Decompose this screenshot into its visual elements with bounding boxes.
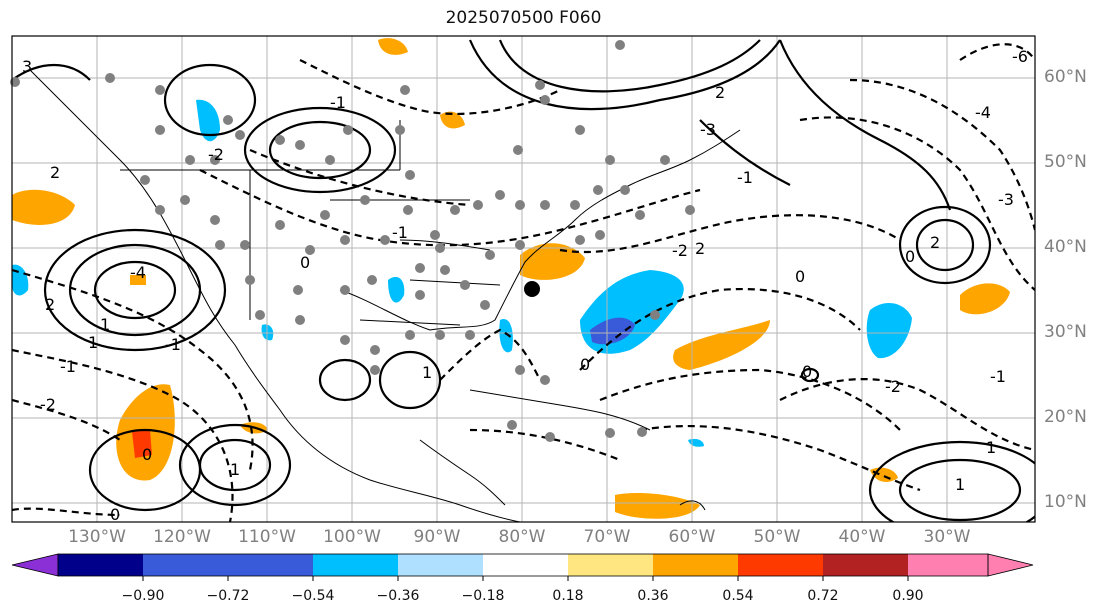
colorbar-segment — [228, 554, 313, 576]
contour-label: 0 — [905, 247, 915, 266]
contour-label: 0 — [110, 505, 120, 524]
colorbar-segment — [313, 554, 398, 576]
colorbar-outline — [57, 553, 989, 577]
contour-label: 1 — [986, 438, 996, 457]
contour-label: 1 — [422, 363, 432, 382]
lat-label: 40°N — [1044, 237, 1087, 257]
contour-label: -1 — [990, 367, 1006, 386]
lon-label: 130°W — [68, 527, 126, 547]
contour-label: -2 — [40, 395, 56, 414]
contour-label: -1 — [737, 168, 753, 187]
contour-label: -3 — [700, 120, 716, 139]
contour-label: 2 — [695, 239, 705, 258]
lat-label: 30°N — [1044, 322, 1087, 342]
contour-label: 3 — [22, 57, 32, 76]
lon-label: 50°W — [753, 527, 801, 547]
contour-label: 2 — [930, 233, 940, 252]
contour-label: 1 — [230, 460, 240, 479]
colorbar-extend-min — [11, 553, 59, 577]
contour-labels: 3 2 -1 -2 0 1 0 2 1 -1 -4 0 -1 -2 1 -1 1… — [22, 47, 1028, 524]
colorbar-segment — [823, 554, 908, 576]
contour-label: -2 — [672, 241, 688, 260]
contour-label: 0 — [300, 253, 310, 272]
lon-label: 80°W — [498, 527, 546, 547]
contour-label: -3 — [998, 190, 1014, 209]
contour-label: -1 — [330, 93, 346, 112]
contour-label: -2 — [208, 145, 224, 164]
colorbar — [11, 553, 1034, 581]
colorbar-tick-label: −0.72 — [206, 588, 250, 604]
contour-label: 0 — [795, 267, 805, 286]
colorbar-tick-label: −0.90 — [121, 588, 165, 604]
positive-contours — [12, 39, 1035, 522]
lat-label: 60°N — [1044, 67, 1087, 87]
contour-label: 1 — [100, 315, 110, 334]
lon-label: 60°W — [668, 527, 716, 547]
lat-label: 20°N — [1044, 407, 1087, 427]
contour-label: -1 — [165, 335, 181, 354]
map-frame — [11, 35, 1036, 523]
colorbar-segment — [738, 554, 823, 576]
colorbar-tick-label: 0.72 — [807, 588, 839, 604]
colorbar-segment — [908, 554, 988, 576]
colorbar-segment — [58, 554, 143, 576]
contour-label: -6 — [1012, 47, 1028, 66]
lon-label: 30°W — [923, 527, 971, 547]
contour-label: -4 — [975, 103, 991, 122]
contour-label: -4 — [130, 263, 146, 282]
lon-label: 100°W — [323, 527, 381, 547]
lat-label: 50°N — [1044, 152, 1087, 172]
lon-label: 110°W — [238, 527, 296, 547]
colorbar-segment — [143, 554, 228, 576]
colorbar-segment — [483, 554, 568, 576]
contour-label: 1 — [88, 333, 98, 352]
colorbar-tick-label: 0.36 — [637, 588, 669, 604]
lon-label: 120°W — [153, 527, 211, 547]
contour-label: 0 — [802, 362, 812, 381]
contour-label: 0 — [580, 355, 590, 374]
contour-label: 2 — [715, 83, 725, 102]
storm-center-marker — [524, 281, 540, 297]
colorbar-extend-max — [987, 553, 1034, 577]
contour-label: 0 — [142, 445, 152, 464]
lon-label: 70°W — [583, 527, 631, 547]
colorbar-segment — [568, 554, 653, 576]
colorbar-tick-label: 0.54 — [722, 588, 754, 604]
contour-label: 1 — [955, 475, 965, 494]
negative-contours — [12, 43, 1035, 522]
lon-label: 40°W — [838, 527, 886, 547]
lon-label: 90°W — [413, 527, 461, 547]
colorbar-segment — [653, 554, 738, 576]
colorbar-tick-label: 0.18 — [552, 588, 584, 604]
contour-label: 2 — [50, 163, 60, 182]
contour-label: -1 — [392, 223, 408, 242]
contour-label: 2 — [45, 295, 55, 314]
anomaly-shading — [12, 38, 1010, 519]
colorbar-tick-label: 0.90 — [892, 588, 924, 604]
observation-points — [10, 40, 695, 442]
colorbar-tick-label: −0.54 — [291, 588, 335, 604]
colorbar-tick-label: −0.18 — [461, 588, 505, 604]
colorbar-tick-label: −0.36 — [376, 588, 420, 604]
contour-label: -2 — [885, 377, 901, 396]
lat-label: 10°N — [1044, 492, 1087, 512]
contour-label: -1 — [60, 357, 76, 376]
map-title: 2025070500 F060 — [445, 8, 602, 28]
colorbar-segment — [398, 554, 483, 576]
